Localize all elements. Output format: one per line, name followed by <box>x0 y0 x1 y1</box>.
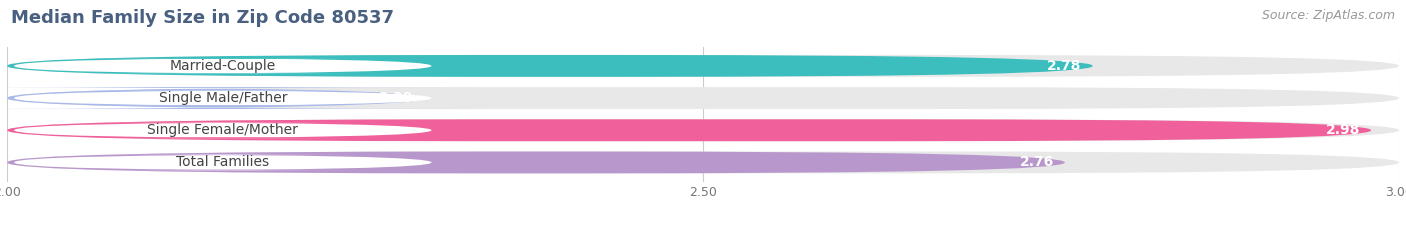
FancyBboxPatch shape <box>14 154 432 170</box>
FancyBboxPatch shape <box>7 87 1399 109</box>
FancyBboxPatch shape <box>7 55 1399 77</box>
FancyBboxPatch shape <box>7 151 1064 173</box>
FancyBboxPatch shape <box>0 87 481 109</box>
Text: Median Family Size in Zip Code 80537: Median Family Size in Zip Code 80537 <box>11 9 394 27</box>
FancyBboxPatch shape <box>14 122 432 138</box>
FancyBboxPatch shape <box>14 90 432 106</box>
Text: Single Male/Father: Single Male/Father <box>159 91 287 105</box>
Text: Total Families: Total Families <box>176 155 270 169</box>
Text: Single Female/Mother: Single Female/Mother <box>148 123 298 137</box>
Text: 2.30: 2.30 <box>380 91 413 105</box>
FancyBboxPatch shape <box>7 55 1092 77</box>
FancyBboxPatch shape <box>7 119 1371 141</box>
Text: 2.78: 2.78 <box>1047 59 1081 73</box>
Text: Married-Couple: Married-Couple <box>170 59 276 73</box>
Text: 2.98: 2.98 <box>1326 123 1360 137</box>
FancyBboxPatch shape <box>7 151 1399 173</box>
FancyBboxPatch shape <box>14 58 432 74</box>
FancyBboxPatch shape <box>7 119 1399 141</box>
Text: 2.76: 2.76 <box>1019 155 1053 169</box>
Text: Source: ZipAtlas.com: Source: ZipAtlas.com <box>1261 9 1395 22</box>
